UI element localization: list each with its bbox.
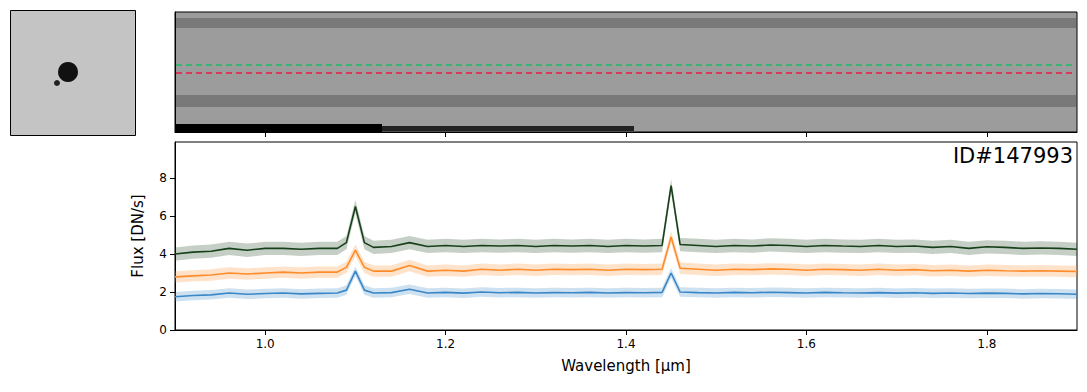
svg-text:6: 6 <box>159 209 167 223</box>
svg-text:1.6: 1.6 <box>797 337 816 351</box>
svg-text:2: 2 <box>159 285 167 299</box>
svg-text:Flux [DN/s]: Flux [DN/s] <box>129 194 147 277</box>
svg-text:ID#147993: ID#147993 <box>953 144 1073 168</box>
svg-text:1.2: 1.2 <box>436 337 455 351</box>
svg-text:4: 4 <box>159 247 167 261</box>
svg-text:1.8: 1.8 <box>977 337 996 351</box>
svg-text:8: 8 <box>159 171 167 185</box>
svg-text:1.0: 1.0 <box>256 337 275 351</box>
svg-text:0: 0 <box>159 323 167 337</box>
svg-text:Wavelength [μm]: Wavelength [μm] <box>561 357 691 375</box>
svg-text:1.4: 1.4 <box>616 337 635 351</box>
